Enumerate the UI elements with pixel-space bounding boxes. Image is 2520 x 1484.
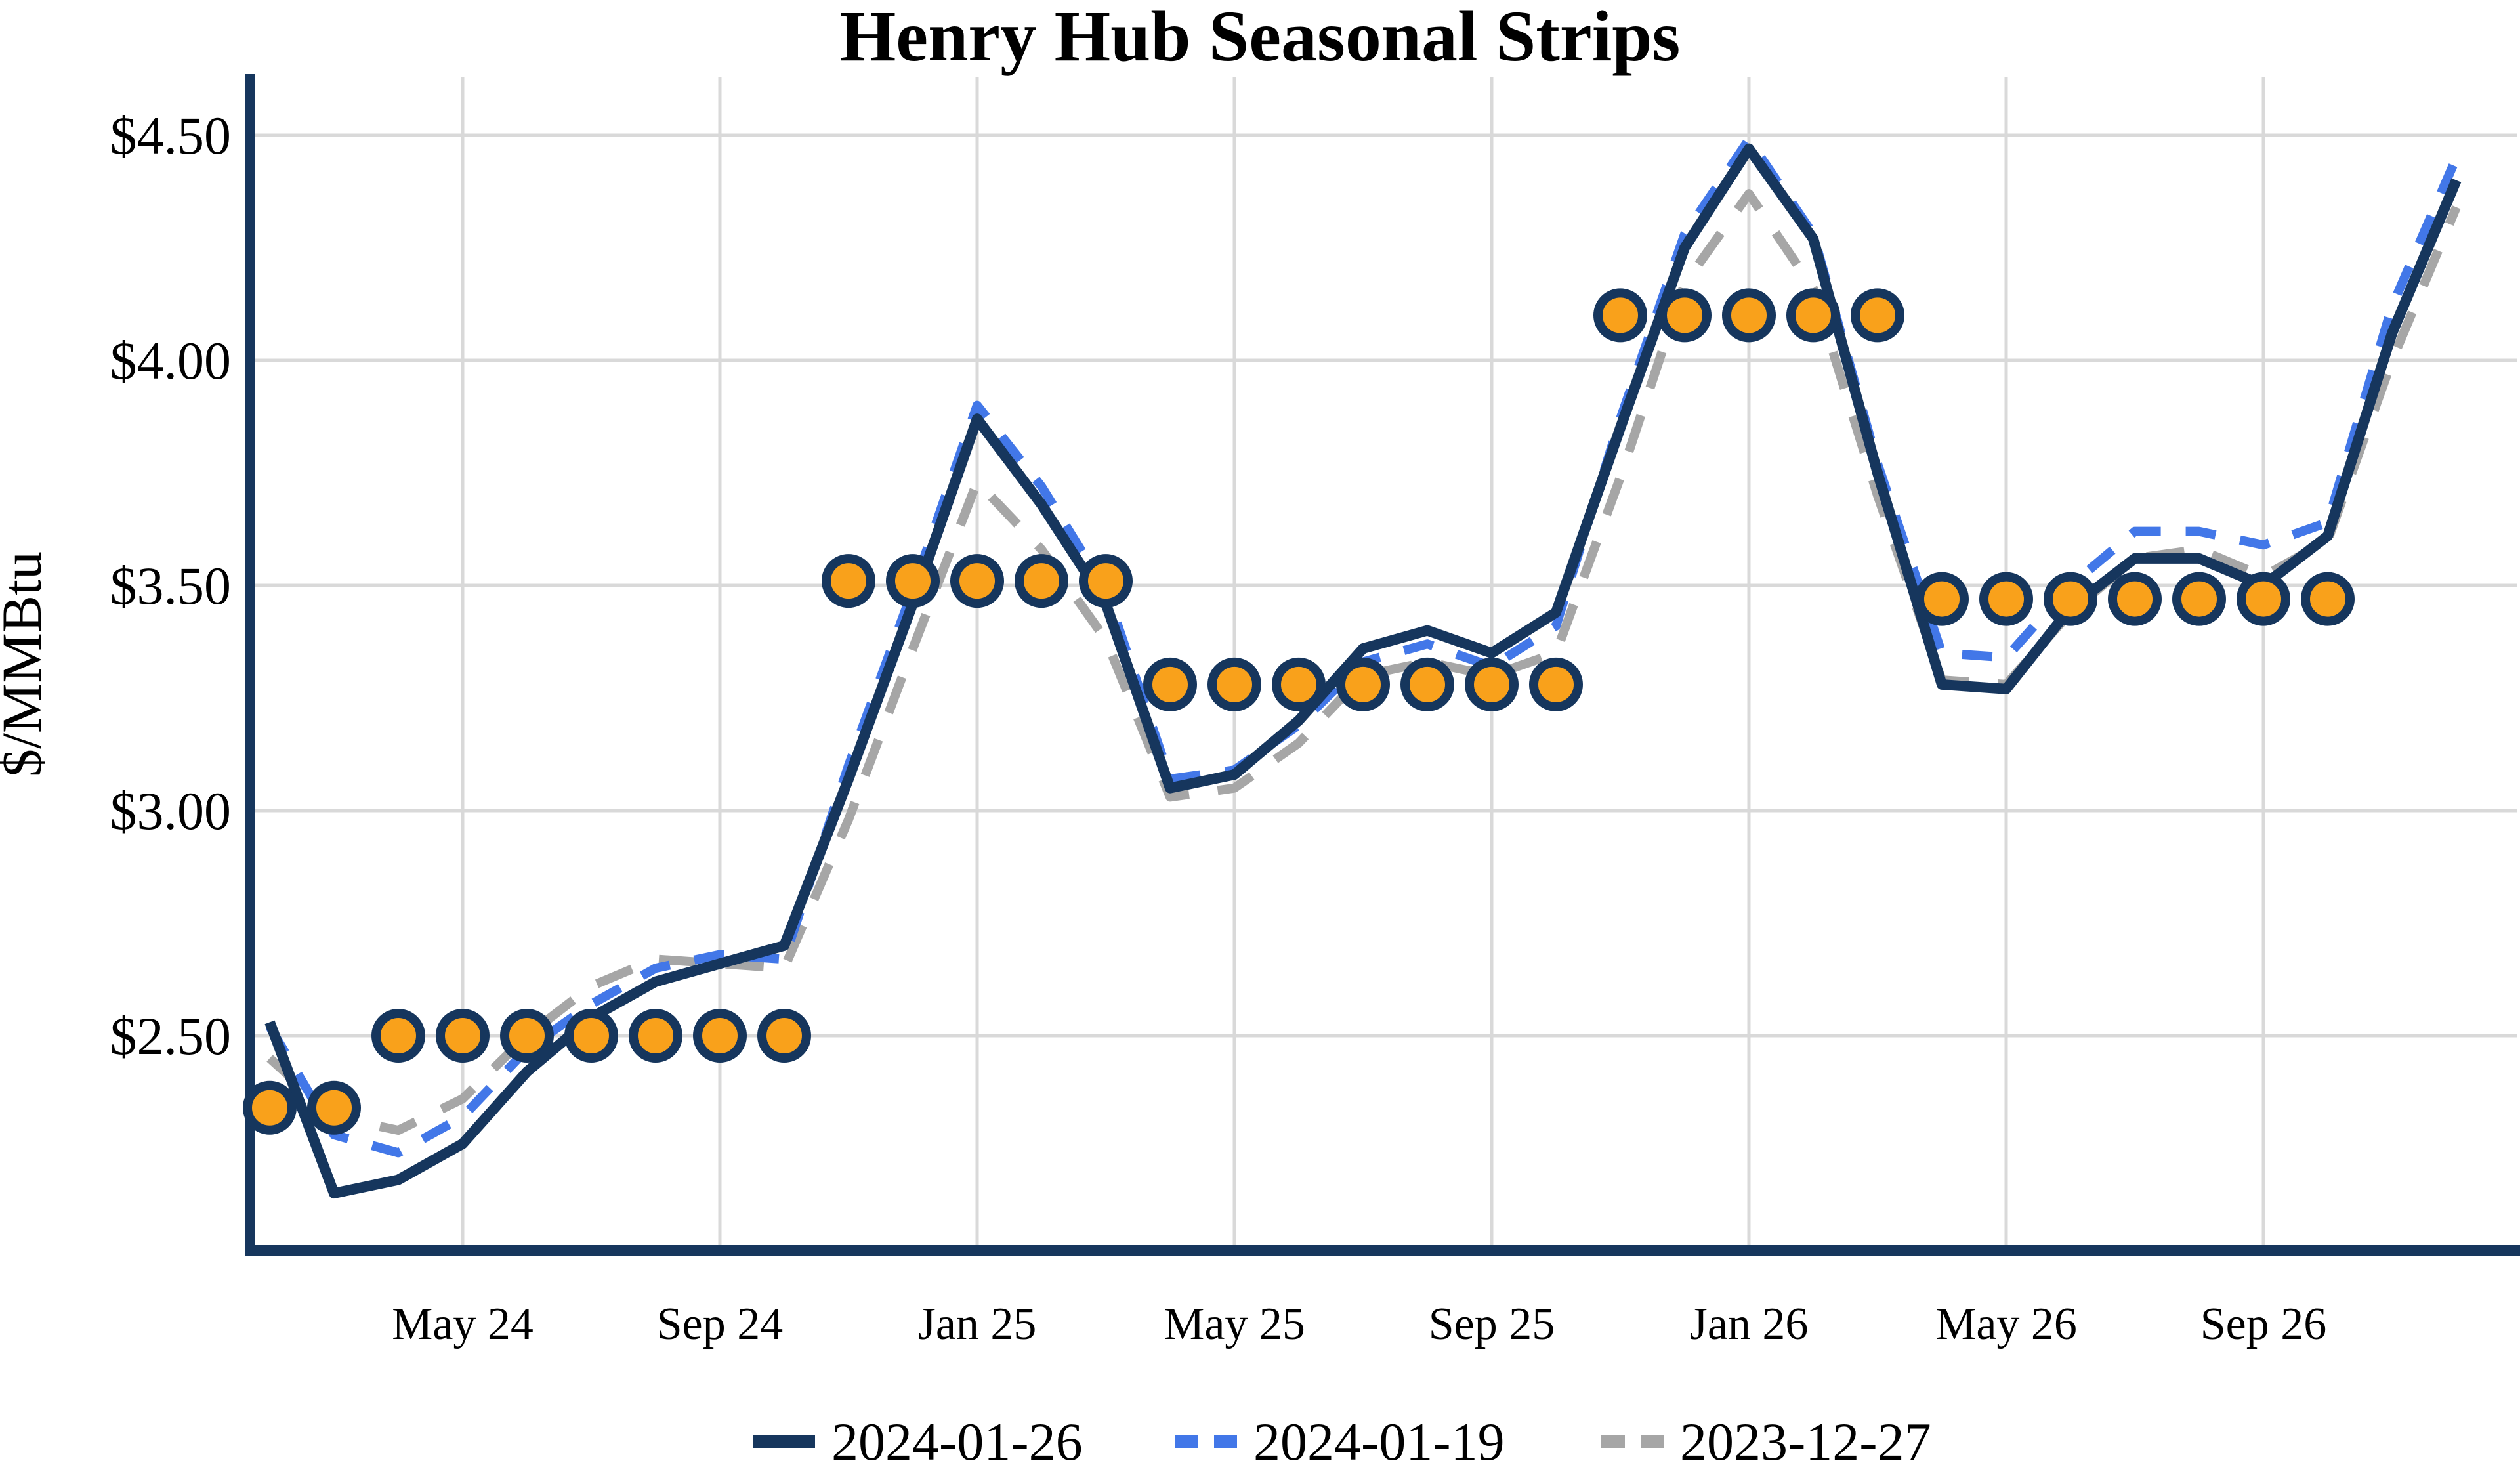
- legend-item-2024-01-19: 2024-01-19: [1175, 1412, 1505, 1472]
- strip-marker: [693, 1009, 747, 1063]
- chart-title: Henry Hub Seasonal Strips: [840, 0, 1681, 76]
- strip-marker: [1786, 288, 1840, 343]
- strip-markers: [243, 288, 2355, 1135]
- y-axis-title: $/MMBtu: [0, 551, 53, 777]
- x-tick-label: Sep 26: [2200, 1299, 2327, 1349]
- strip-marker: [1529, 657, 1583, 711]
- strip-marker: [1593, 288, 1647, 343]
- strip-marker: [2236, 572, 2290, 626]
- strip-marker: [2172, 572, 2226, 626]
- strip-marker: [757, 1009, 811, 1063]
- x-tick-label: May 26: [1935, 1299, 2077, 1349]
- strip-marker: [1722, 288, 1776, 343]
- strip-marker: [1915, 572, 1969, 626]
- strip-marker: [1015, 554, 1068, 608]
- legend-item-2024-01-26: 2024-01-26: [753, 1412, 1083, 1472]
- strip-marker: [1851, 288, 1904, 343]
- strip-marker: [243, 1080, 297, 1135]
- strip-marker: [500, 1009, 554, 1063]
- x-tick-label: Jan 26: [1690, 1299, 1809, 1349]
- strip-marker: [564, 1009, 618, 1063]
- strip-marker: [1400, 657, 1454, 711]
- strip-marker: [2044, 572, 2097, 626]
- strip-marker: [2301, 572, 2355, 626]
- strip-marker: [1079, 554, 1133, 608]
- x-tick-label: Jan 25: [918, 1299, 1037, 1349]
- grid-layer: [250, 77, 2517, 1246]
- y-axis-spine: [245, 74, 255, 1254]
- strip-marker: [436, 1009, 490, 1063]
- y-tick-label: $2.50: [110, 1006, 232, 1066]
- legend-label: 2023-12-27: [1680, 1412, 1931, 1472]
- x-tick-label: Sep 24: [657, 1299, 784, 1349]
- x-tick-label: Sep 25: [1429, 1299, 1555, 1349]
- x-tick-label: May 25: [1164, 1299, 1305, 1349]
- strip-marker: [1143, 657, 1197, 711]
- legend-label: 2024-01-19: [1253, 1412, 1505, 1472]
- y-tick-label: $3.00: [110, 781, 232, 841]
- strip-marker: [1979, 572, 2033, 626]
- strip-marker: [2108, 572, 2162, 626]
- strip-marker: [1465, 657, 1519, 711]
- strip-marker: [1336, 657, 1390, 711]
- y-tick-label: $4.00: [110, 331, 232, 391]
- y-tick-label: $4.50: [110, 106, 232, 165]
- y-tick-label: $3.50: [110, 556, 232, 616]
- strip-marker: [822, 554, 875, 608]
- x-axis-spine: [245, 1245, 2520, 1256]
- strip-marker: [371, 1009, 425, 1063]
- legend-item-2023-12-27: 2023-12-27: [1601, 1412, 1931, 1472]
- legend-label: 2024-01-26: [831, 1412, 1083, 1472]
- strip-marker: [1272, 657, 1326, 711]
- strip-marker: [307, 1080, 361, 1135]
- strip-marker: [886, 554, 940, 608]
- strip-marker: [950, 554, 1004, 608]
- strip-marker: [629, 1009, 682, 1063]
- axis-labels: $4.50 $4.00 $3.50 $3.00 $2.50 May 24 Sep 24 Jan…: [110, 106, 2327, 1349]
- strip-marker: [1208, 657, 1261, 711]
- legend: 2024-01-26 2024-01-19 2023-12-27: [753, 1412, 1931, 1472]
- x-tick-label: May 24: [392, 1299, 534, 1349]
- axis-spines: [245, 74, 2520, 1256]
- strip-marker: [1658, 288, 1712, 343]
